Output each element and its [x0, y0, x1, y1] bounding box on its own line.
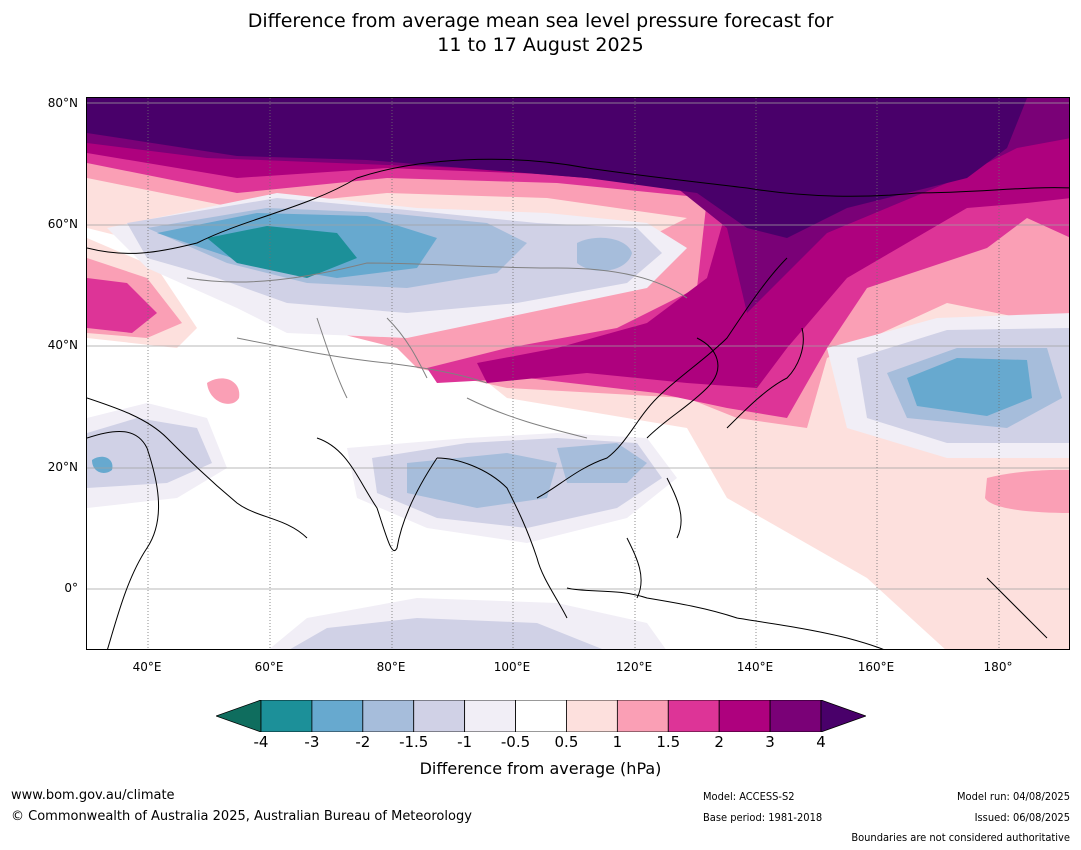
lon-label-160e: 160°E	[857, 660, 895, 674]
colorbar-extend-high	[820, 700, 866, 732]
colorbar-tick-label: 4	[816, 733, 826, 751]
colorbar-tick-label: -1.5	[399, 733, 429, 751]
footer-copyright: © Commonwealth of Australia 2025, Austra…	[11, 809, 472, 824]
country-boundaries	[186, 262, 688, 439]
colorbar-tick-label: 2	[714, 733, 724, 751]
anomaly-neg-2-pacific	[907, 358, 1032, 416]
footer-disclaimer: Boundaries are not considered authoritat…	[851, 831, 1070, 844]
lon-label-140e: 140°E	[736, 660, 774, 674]
anomaly-neg-3-asia	[207, 226, 357, 278]
title-line-1: Difference from average mean sea level p…	[247, 10, 834, 32]
anomaly-pos-1-pacific	[985, 469, 1069, 513]
lat-label-60n: 60°N	[47, 217, 78, 231]
colorbar-cell	[616, 700, 669, 732]
colorbar-tick-label: 0.5	[554, 733, 579, 751]
anomaly-neg-1-equator	[290, 618, 602, 649]
colorbar-cells	[216, 700, 866, 732]
colorbar-cell	[667, 700, 720, 732]
colorbar-tick-label: -0.5	[500, 733, 531, 751]
footer-issued: Issued: 06/08/2025	[974, 811, 1070, 824]
lon-label-40e: 40°E	[132, 660, 162, 674]
colorbar-tick-label: -2	[355, 733, 371, 751]
pressure-anomaly-map	[86, 97, 1070, 650]
anomaly-neg-2-arabia	[92, 456, 113, 473]
footer-model-run: Model run: 04/08/2025	[957, 790, 1070, 803]
colorbar-tick-label: -4	[253, 733, 269, 751]
coastlines	[87, 158, 1069, 649]
chart-title: Difference from average mean sea level p…	[0, 9, 1081, 57]
anomaly-pos-15-west	[87, 278, 157, 333]
colorbar-cell	[464, 700, 516, 732]
lon-label-120e: 120°E	[615, 660, 653, 674]
lat-label-0: 0°	[64, 581, 78, 595]
anomaly-pos-1-iran	[207, 378, 240, 404]
lat-label-80n: 80°N	[47, 96, 78, 110]
colorbar-label: Difference from average (hPa)	[419, 759, 662, 778]
colorbar-cell	[413, 700, 466, 732]
title-line-2: 11 to 17 August 2025	[437, 34, 644, 56]
colorbar	[216, 700, 866, 732]
colorbar-cell	[260, 700, 313, 732]
colorbar-cell	[718, 700, 771, 732]
lon-label-80e: 80°E	[376, 660, 406, 674]
colorbar-cell	[566, 700, 618, 732]
lon-label-180: 180°	[983, 660, 1013, 674]
anomaly-neg-15-india	[407, 453, 557, 508]
colorbar-tick-label: 1	[612, 733, 623, 751]
colorbar-cell	[362, 700, 415, 732]
anomaly-neg-15-scs	[557, 443, 647, 483]
anomaly-neg-15-asia-east	[577, 237, 632, 271]
lat-label-20n: 20°N	[47, 460, 78, 474]
lat-label-40n: 40°N	[47, 338, 78, 352]
colorbar-tick-label: -1	[457, 733, 473, 751]
meridians	[147, 98, 1000, 649]
footer-url[interactable]: www.bom.gov.au/climate	[11, 788, 175, 803]
graticule	[87, 102, 1069, 590]
lon-label-100e: 100°E	[493, 660, 531, 674]
colorbar-tick-label: 3	[765, 733, 775, 751]
colorbar-tick-label: 1.5	[656, 733, 681, 751]
colorbar-extend-low	[216, 700, 262, 732]
footer-model: Model: ACCESS-S2	[703, 790, 795, 803]
anomaly-neg-1-arabia	[87, 418, 212, 488]
colorbar-cell	[769, 700, 822, 732]
lon-label-60e: 60°E	[254, 660, 284, 674]
colorbar-tick-label: -3	[304, 733, 320, 751]
map-canvas	[87, 98, 1069, 649]
anomaly-pos-4	[87, 98, 1027, 238]
colorbar-cell	[515, 700, 567, 732]
colorbar-cell	[311, 700, 364, 732]
footer-base-period: Base period: 1981-2018	[703, 811, 823, 824]
